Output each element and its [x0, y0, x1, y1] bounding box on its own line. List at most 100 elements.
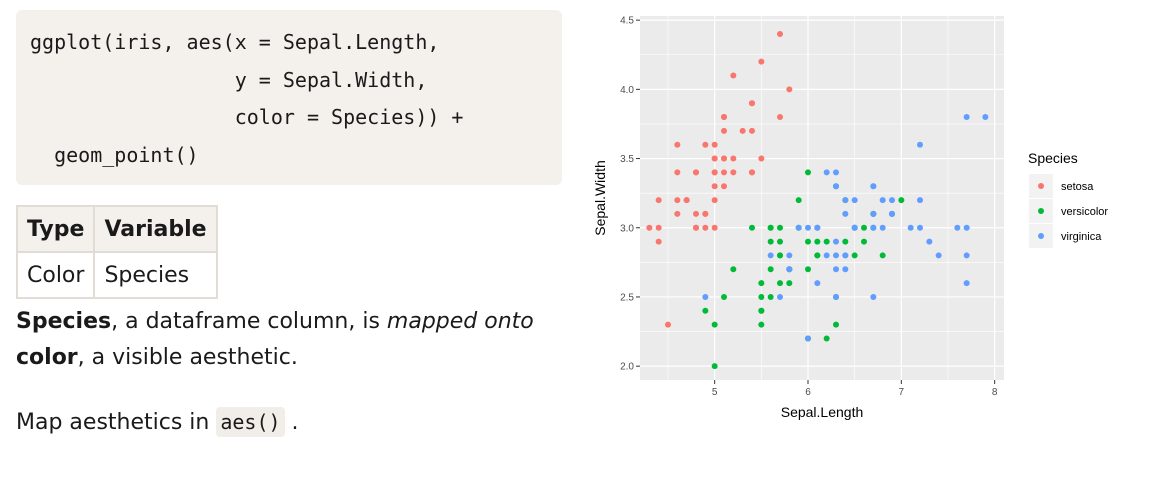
data-point-virginica — [879, 224, 886, 231]
y-tick-label: 4.0 — [620, 85, 634, 96]
data-point-versicolor — [749, 224, 755, 231]
data-point-versicolor — [767, 293, 774, 300]
data-point-setosa — [786, 86, 793, 93]
x-tick-label: 6 — [805, 387, 811, 398]
data-point-setosa — [777, 30, 783, 37]
code-line: geom_point() — [30, 142, 199, 167]
data-point-versicolor — [833, 321, 839, 328]
data-point-virginica — [879, 197, 886, 204]
data-point-setosa — [749, 100, 755, 107]
data-point-virginica — [889, 197, 895, 204]
text-fragment: , a dataframe column, is — [111, 309, 387, 334]
legend-title: Species — [1028, 150, 1078, 166]
data-point-virginica — [935, 252, 942, 259]
data-point-setosa — [711, 155, 718, 162]
data-point-versicolor — [702, 307, 709, 314]
table-row: Color Species — [15, 251, 218, 299]
legend-symbol-versicolor — [1038, 208, 1044, 214]
legend-symbol-virginica — [1038, 233, 1044, 239]
x-tick-label: 8 — [992, 387, 998, 398]
plot-panel — [640, 16, 1004, 380]
data-point-virginica — [814, 280, 821, 287]
legend: Species setosa versicolor virginica — [1028, 150, 1108, 248]
axes: 5 6 7 8 2.0 2.5 3.0 3.5 4.0 4.5 — [620, 16, 998, 398]
data-point-versicolor — [861, 224, 867, 231]
data-point-versicolor — [711, 363, 718, 370]
data-point-virginica — [786, 252, 793, 259]
data-point-versicolor — [767, 224, 774, 231]
y-tick-label: 3.0 — [620, 223, 634, 234]
data-point-setosa — [693, 210, 699, 217]
data-point-virginica — [823, 252, 830, 259]
data-point-setosa — [721, 114, 727, 121]
data-point-setosa — [674, 169, 681, 176]
data-point-virginica — [963, 280, 970, 287]
data-point-versicolor — [805, 266, 811, 273]
data-point-versicolor — [814, 252, 821, 259]
data-point-versicolor — [730, 266, 737, 273]
legend-symbol-setosa — [1038, 183, 1044, 189]
data-point-versicolor — [777, 224, 783, 231]
data-point-virginica — [833, 266, 839, 273]
data-point-virginica — [833, 252, 839, 259]
data-point-setosa — [711, 141, 718, 148]
grid-lines — [640, 16, 1004, 380]
data-point-setosa — [721, 127, 727, 134]
species-term: Species — [16, 309, 112, 334]
y-tick-label: 3.5 — [620, 154, 634, 165]
legend-label-versicolor: versicolor — [1061, 206, 1108, 218]
legend-label-setosa: setosa — [1061, 181, 1094, 193]
data-point-setosa — [655, 238, 662, 245]
data-point-setosa — [758, 155, 765, 162]
table-cell-variable: Species — [93, 251, 218, 299]
code-line: ggplot(iris, aes(x = Sepal.Length, — [30, 30, 440, 54]
data-point-versicolor — [823, 335, 830, 342]
data-point-setosa — [749, 127, 755, 134]
data-point-setosa — [674, 141, 681, 148]
data-point-setosa — [739, 127, 746, 134]
data-points — [646, 30, 989, 370]
data-point-setosa — [721, 169, 727, 176]
data-point-setosa — [702, 224, 709, 231]
data-point-setosa — [730, 169, 737, 176]
data-point-setosa — [711, 197, 718, 204]
data-point-virginica — [917, 197, 923, 204]
data-point-setosa — [749, 169, 755, 176]
code-text: ggplot(iris, aes(x = Sepal.Length, y = S… — [30, 24, 548, 174]
data-point-virginica — [963, 224, 970, 231]
data-point-virginica — [954, 224, 961, 231]
data-point-virginica — [982, 114, 989, 121]
table-cell-type: Color — [15, 251, 96, 299]
data-point-virginica — [842, 252, 849, 259]
data-point-virginica — [777, 293, 783, 300]
data-point-versicolor — [805, 169, 811, 176]
data-point-virginica — [917, 141, 923, 148]
y-axis-label: Sepal.Width — [592, 160, 608, 235]
data-point-virginica — [870, 183, 877, 190]
data-point-versicolor — [851, 252, 858, 259]
text-fragment: . — [284, 410, 299, 435]
data-point-versicolor — [767, 266, 774, 273]
data-point-versicolor — [721, 293, 727, 300]
data-point-setosa — [777, 114, 783, 121]
data-point-versicolor — [861, 238, 867, 245]
data-point-setosa — [646, 224, 653, 231]
data-point-virginica — [702, 293, 709, 300]
code-line: y = Sepal.Width, — [30, 67, 428, 92]
legend-label-virginica: virginica — [1061, 231, 1102, 243]
x-tick-label: 5 — [712, 387, 718, 398]
code-block: ggplot(iris, aes(x = Sepal.Length, y = S… — [16, 10, 562, 185]
explanation-paragraph: Species, a dataframe column, is mapped o… — [16, 304, 576, 376]
text-fragment: , a visible aesthetic. — [77, 345, 298, 370]
data-point-virginica — [917, 224, 923, 231]
data-point-setosa — [758, 58, 765, 65]
data-point-setosa — [730, 155, 737, 162]
data-point-versicolor — [777, 238, 783, 245]
data-point-virginica — [767, 252, 774, 259]
data-point-versicolor — [879, 252, 886, 259]
data-point-versicolor — [823, 238, 830, 245]
mapped-onto-text: mapped onto — [386, 309, 534, 334]
data-point-setosa — [674, 197, 681, 204]
data-point-setosa — [711, 224, 718, 231]
data-point-virginica — [833, 238, 839, 245]
